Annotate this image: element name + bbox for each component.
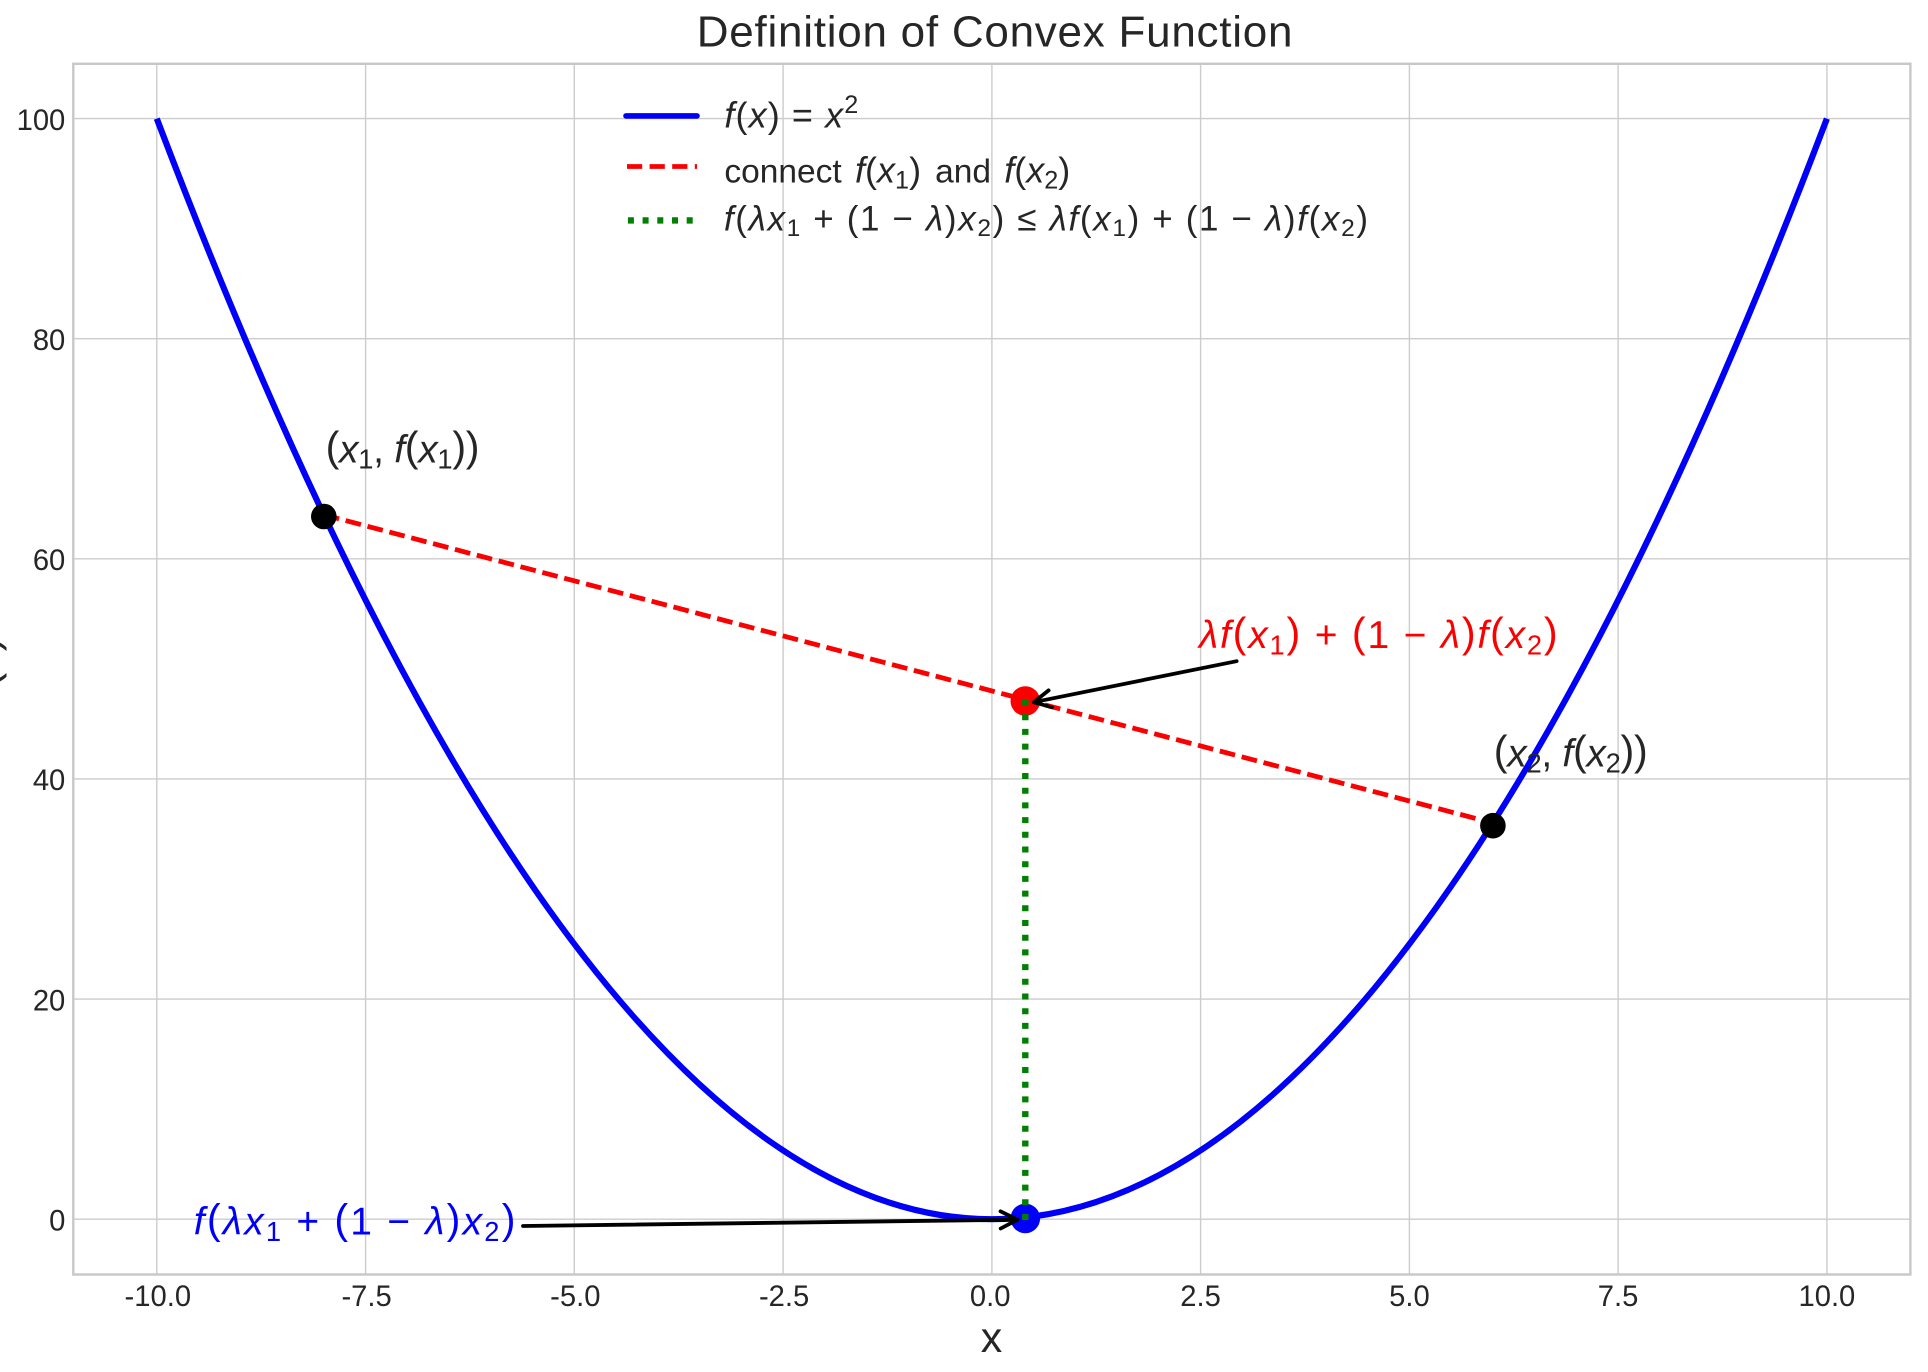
svg-text:0.0: 0.0 <box>970 1281 1011 1313</box>
svg-text:7.5: 7.5 <box>1598 1281 1639 1313</box>
svg-text:(x1, f(x1)): (x1, f(x1)) <box>326 424 480 475</box>
svg-text:-2.5: -2.5 <box>759 1281 809 1313</box>
svg-text:(x2, f(x2)): (x2, f(x2)) <box>1494 728 1648 779</box>
svg-text:x: x <box>981 1314 1003 1362</box>
svg-text:40: 40 <box>33 765 65 797</box>
svg-text:connect f(x1) and f(x2): connect f(x1) and f(x2) <box>724 149 1070 194</box>
svg-text:10.0: 10.0 <box>1798 1281 1855 1313</box>
svg-text:100: 100 <box>17 105 66 137</box>
svg-text:0: 0 <box>49 1205 65 1237</box>
svg-text:f(λx1 + (1 − λ)x2) ≤ λf(x1) +: f(λx1 + (1 − λ)x2) ≤ λf(x1) + (1 − λ)f(x… <box>724 199 1370 242</box>
svg-text:f(x): f(x) <box>0 637 8 699</box>
svg-text:Definition of Convex Function: Definition of Convex Function <box>697 8 1294 57</box>
svg-text:5.0: 5.0 <box>1389 1281 1430 1313</box>
svg-text:2.5: 2.5 <box>1180 1281 1221 1313</box>
svg-text:λf(x1) + (1 − λ)f(x2): λf(x1) + (1 − λ)f(x2) <box>1197 610 1559 661</box>
svg-text:80: 80 <box>33 325 65 357</box>
svg-text:f(λx1 + (1 − λ)x2): f(λx1 + (1 − λ)x2) <box>194 1196 518 1247</box>
svg-text:-7.5: -7.5 <box>341 1281 391 1313</box>
svg-text:60: 60 <box>33 545 65 577</box>
svg-text:-5.0: -5.0 <box>550 1281 600 1313</box>
svg-text:-10.0: -10.0 <box>125 1281 192 1313</box>
svg-text:f(x) = x2: f(x) = x2 <box>724 91 859 135</box>
svg-text:20: 20 <box>33 985 65 1017</box>
